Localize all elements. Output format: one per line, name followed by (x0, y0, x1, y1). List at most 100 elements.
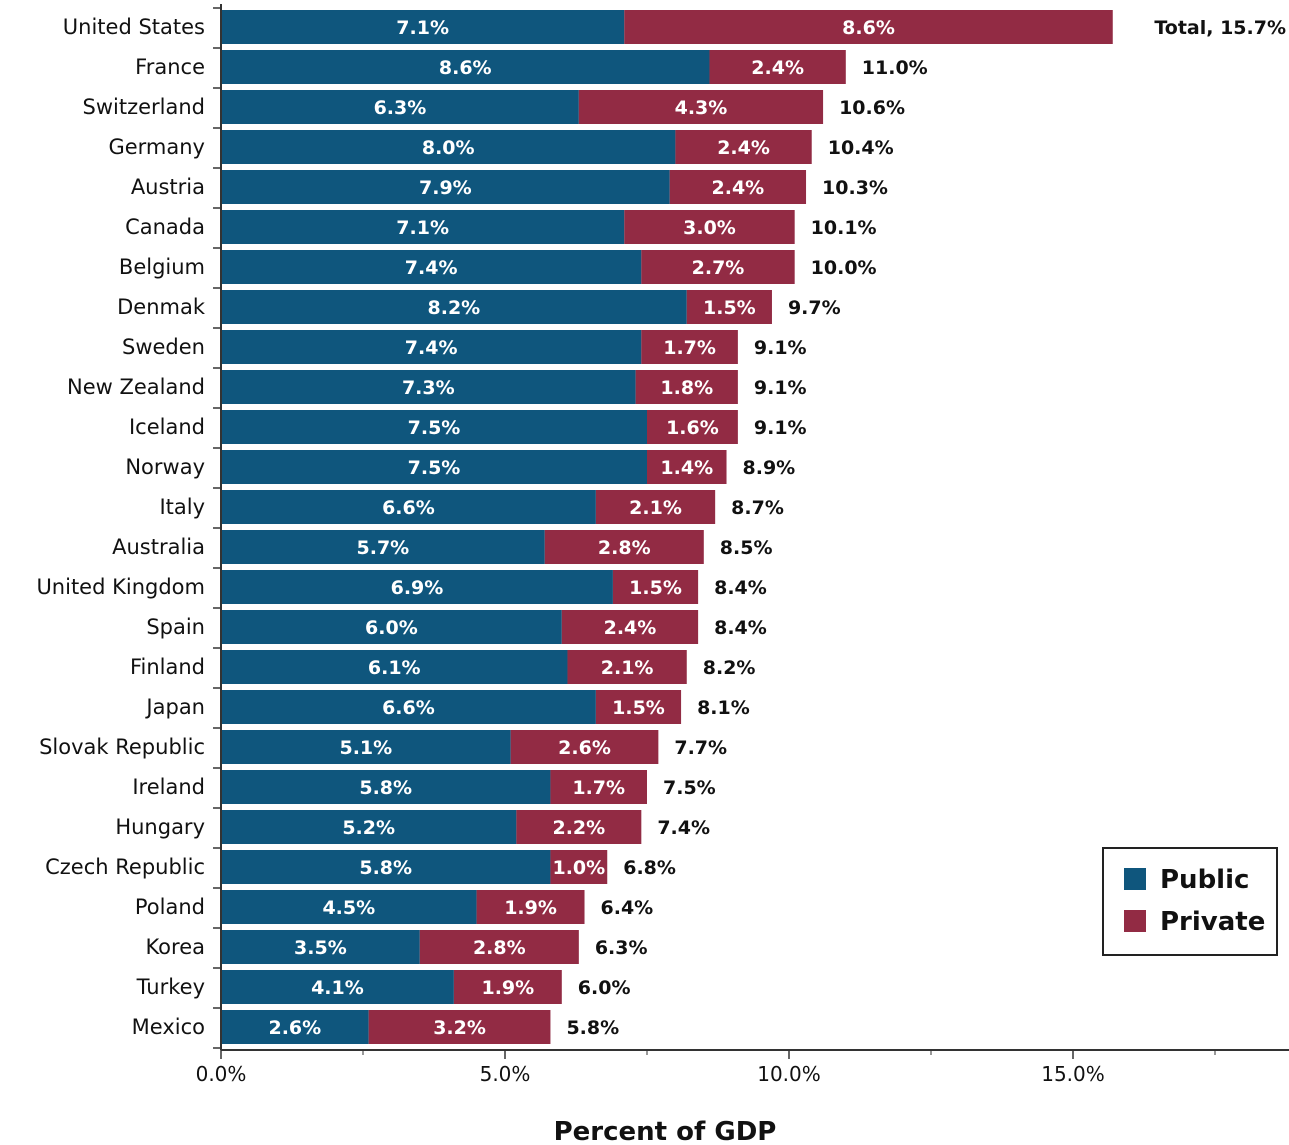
total-label: 5.8% (566, 1017, 619, 1039)
total-label: 10.0% (811, 257, 877, 279)
bar-public (221, 610, 562, 644)
bar-private (641, 250, 795, 284)
bar-public (221, 1010, 369, 1044)
category-label: Italy (159, 495, 205, 519)
category-label: Slovak Republic (39, 735, 205, 759)
category-label: Czech Republic (45, 855, 205, 879)
bar-label-private: 2.4% (717, 137, 770, 159)
bar-label-private: 2.1% (629, 497, 682, 519)
bar-label-public: 4.1% (311, 977, 364, 999)
bar-label-private: 2.6% (558, 737, 611, 759)
bar-private (595, 690, 682, 724)
total-label: 9.7% (788, 297, 841, 319)
bar-label-private: 2.4% (604, 617, 657, 639)
bar-label-public: 5.8% (359, 857, 412, 879)
bar-label-public: 6.6% (382, 697, 435, 719)
legend-swatch (1124, 910, 1146, 932)
category-label: Switzerland (83, 95, 206, 119)
legend-label: Public (1160, 865, 1249, 895)
total-label: 9.1% (754, 337, 807, 359)
bar-label-public: 7.5% (408, 457, 461, 479)
category-label: Iceland (129, 415, 205, 439)
bar-label-private: 1.4% (660, 457, 713, 479)
total-label: 10.1% (811, 217, 877, 239)
category-label: Austria (131, 175, 205, 199)
bar-public (221, 90, 579, 124)
bar-label-private: 3.0% (683, 217, 736, 239)
bar-label-private: 2.4% (751, 57, 804, 79)
bar-label-public: 8.2% (428, 297, 481, 319)
bar-public (221, 330, 642, 364)
category-label: Sweden (122, 335, 205, 359)
total-label: 7.7% (674, 737, 727, 759)
bar-private (624, 10, 1113, 44)
bar-private (544, 530, 704, 564)
bar-label-private: 1.5% (703, 297, 756, 319)
bar-public (221, 370, 636, 404)
x-tick-label: 10.0% (757, 1062, 821, 1086)
bar-private (675, 130, 812, 164)
x-tick-label: 0.0% (196, 1062, 247, 1086)
bar-private (624, 210, 795, 244)
category-label: Denmak (117, 295, 206, 319)
total-label: 6.8% (623, 857, 676, 879)
bar-label-private: 2.8% (598, 537, 651, 559)
total-label: 6.3% (595, 937, 648, 959)
total-label: 6.0% (578, 977, 631, 999)
category-label: United States (63, 15, 205, 39)
bar-label-private: 1.0% (552, 857, 605, 879)
bar-label-public: 4.5% (322, 897, 375, 919)
bar-label-public: 7.4% (405, 257, 458, 279)
bar-private (578, 90, 824, 124)
legend-box (1102, 847, 1278, 956)
bar-label-private: 2.4% (712, 177, 765, 199)
bar-label-private: 2.2% (552, 817, 605, 839)
bar-private (709, 50, 846, 84)
bar-public (221, 410, 647, 444)
bar-label-public: 5.8% (359, 777, 412, 799)
bar-private (561, 610, 699, 644)
bar-label-public: 3.5% (294, 937, 347, 959)
category-label: Japan (144, 695, 205, 719)
total-label: 7.4% (657, 817, 710, 839)
category-label: Mexico (132, 1015, 205, 1039)
bar-private (550, 850, 608, 884)
category-label: Canada (125, 215, 205, 239)
bar-label-private: 8.6% (842, 17, 895, 39)
bar-label-private: 1.5% (612, 697, 665, 719)
bar-public (221, 170, 670, 204)
category-label: Finland (130, 655, 205, 679)
bar-private (686, 290, 772, 324)
bar-public (221, 50, 710, 84)
bar-private (612, 570, 699, 604)
bar-label-private: 1.6% (666, 417, 719, 439)
bar-public (221, 850, 551, 884)
bar-label-public: 7.5% (408, 417, 461, 439)
bar-private (641, 330, 738, 364)
bar-public (221, 250, 642, 284)
bar-label-private: 2.8% (473, 937, 526, 959)
category-label: Poland (135, 895, 205, 919)
bar-label-private: 1.8% (660, 377, 713, 399)
total-label: 9.1% (754, 377, 807, 399)
total-label: 8.9% (743, 457, 796, 479)
bar-private (476, 890, 585, 924)
bar-private (595, 490, 716, 524)
category-label: United Kingdom (36, 575, 205, 599)
bar-public (221, 290, 687, 324)
bar-label-public: 2.6% (268, 1017, 321, 1039)
bar-label-private: 2.7% (692, 257, 745, 279)
bar-public (221, 890, 477, 924)
bar-private (647, 410, 738, 444)
total-label: 8.4% (714, 617, 767, 639)
bar-public (221, 570, 613, 604)
bar-label-private: 1.7% (663, 337, 716, 359)
category-label: New Zealand (67, 375, 205, 399)
total-label: 10.6% (839, 97, 905, 119)
x-tick-label: 15.0% (1041, 1062, 1105, 1086)
bar-label-public: 7.3% (402, 377, 455, 399)
x-axis-title: Percent of GDP (554, 1117, 777, 1145)
category-label: Belgium (119, 255, 205, 279)
legend: Public Private (1102, 847, 1278, 956)
